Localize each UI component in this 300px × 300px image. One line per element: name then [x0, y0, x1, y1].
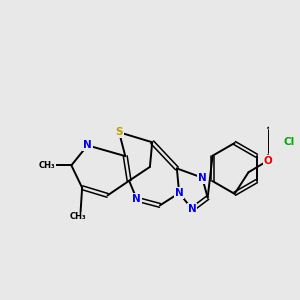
- Text: Cl: Cl: [284, 137, 295, 147]
- Text: CH₃: CH₃: [70, 212, 87, 221]
- Text: CH₃: CH₃: [38, 161, 55, 170]
- Text: O: O: [263, 156, 272, 166]
- Text: S: S: [116, 127, 123, 137]
- Text: N: N: [132, 194, 141, 204]
- Text: N: N: [188, 204, 197, 214]
- Text: N: N: [83, 140, 92, 150]
- Text: N: N: [198, 173, 207, 183]
- Text: N: N: [175, 188, 184, 198]
